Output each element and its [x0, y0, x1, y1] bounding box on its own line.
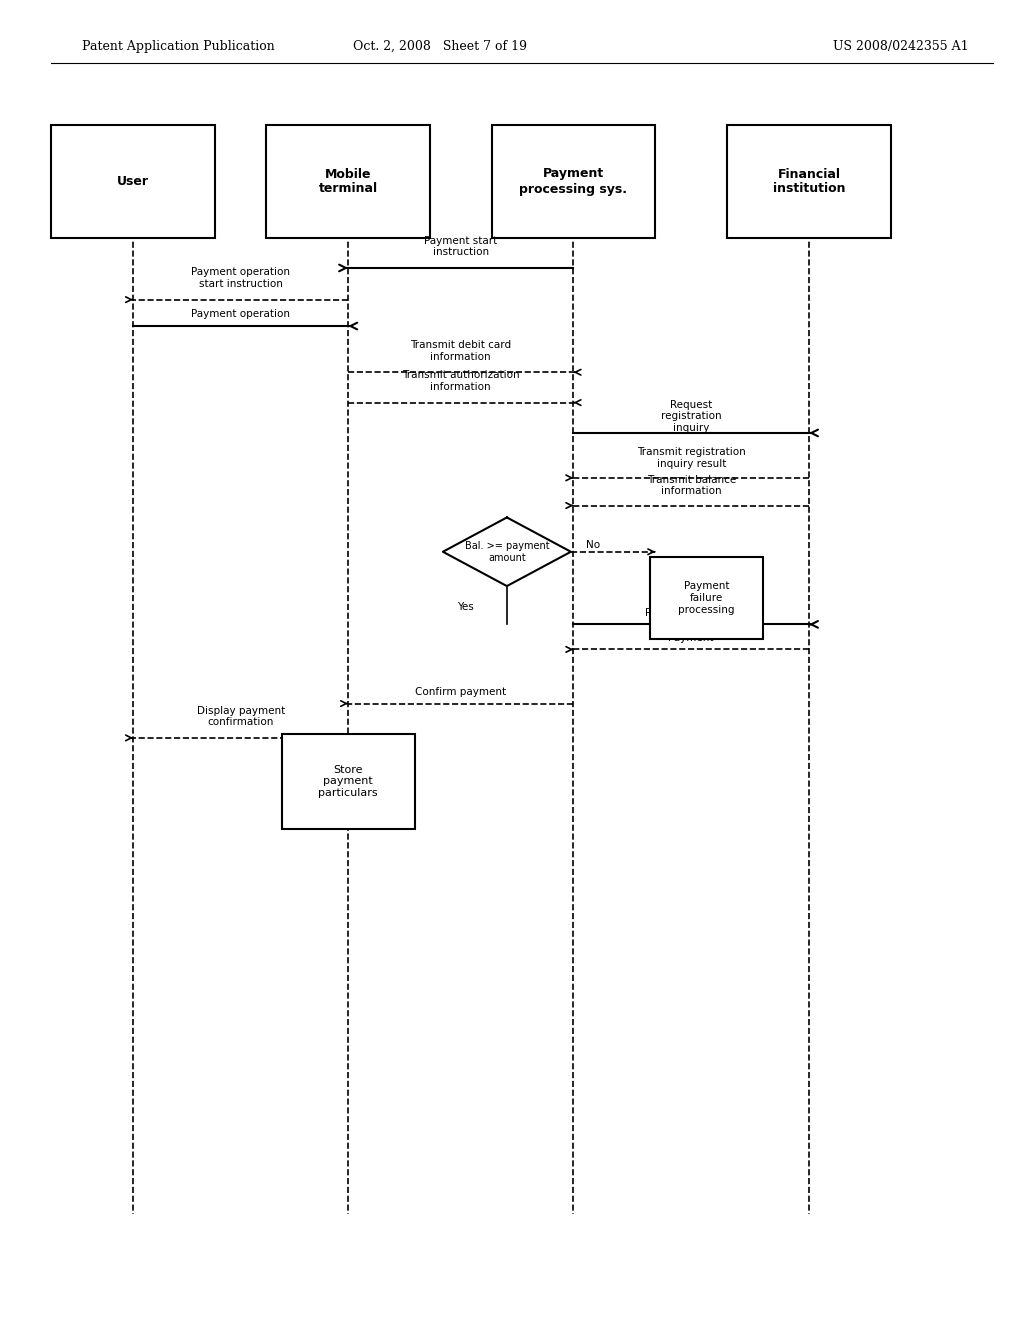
FancyBboxPatch shape [492, 125, 655, 238]
Text: Patent Application Publication: Patent Application Publication [82, 40, 274, 53]
Text: Transmit authorization
information: Transmit authorization information [402, 371, 519, 392]
Text: Transmit registration
inquiry result: Transmit registration inquiry result [637, 447, 745, 469]
FancyBboxPatch shape [266, 125, 430, 238]
FancyBboxPatch shape [727, 125, 891, 238]
Text: Display payment
confirmation: Display payment confirmation [197, 706, 285, 727]
Text: Financial
institution: Financial institution [773, 168, 845, 195]
Text: FIG. 7: FIG. 7 [113, 129, 174, 148]
FancyBboxPatch shape [282, 734, 415, 829]
Text: US 2008/0242355 A1: US 2008/0242355 A1 [834, 40, 969, 53]
FancyBboxPatch shape [51, 125, 215, 238]
Text: Yes: Yes [458, 602, 474, 612]
Text: Request
registration
inquiry: Request registration inquiry [660, 400, 722, 433]
Text: Payment
processing sys.: Payment processing sys. [519, 168, 628, 195]
Text: Payment operation: Payment operation [191, 309, 290, 319]
Text: Oct. 2, 2008   Sheet 7 of 19: Oct. 2, 2008 Sheet 7 of 19 [353, 40, 527, 53]
Text: Confirm payment: Confirm payment [416, 686, 506, 697]
Text: Payment
failure
processing: Payment failure processing [678, 581, 735, 615]
Text: Store
payment
particulars: Store payment particulars [318, 764, 378, 799]
Text: Bal. >= payment
amount: Bal. >= payment amount [465, 541, 549, 562]
Text: Request payment: Request payment [645, 607, 737, 618]
Text: Transmit debit card
information: Transmit debit card information [411, 341, 511, 362]
Text: Payment operation
start instruction: Payment operation start instruction [191, 268, 290, 289]
Polygon shape [442, 517, 571, 586]
Text: Mobile
terminal: Mobile terminal [318, 168, 378, 195]
Text: Transmit balance
information: Transmit balance information [646, 475, 736, 496]
Text: No: No [586, 540, 600, 550]
Text: Payment: Payment [669, 632, 714, 643]
FancyBboxPatch shape [650, 557, 763, 639]
Text: Payment start
instruction: Payment start instruction [424, 236, 498, 257]
Text: User: User [117, 176, 150, 187]
